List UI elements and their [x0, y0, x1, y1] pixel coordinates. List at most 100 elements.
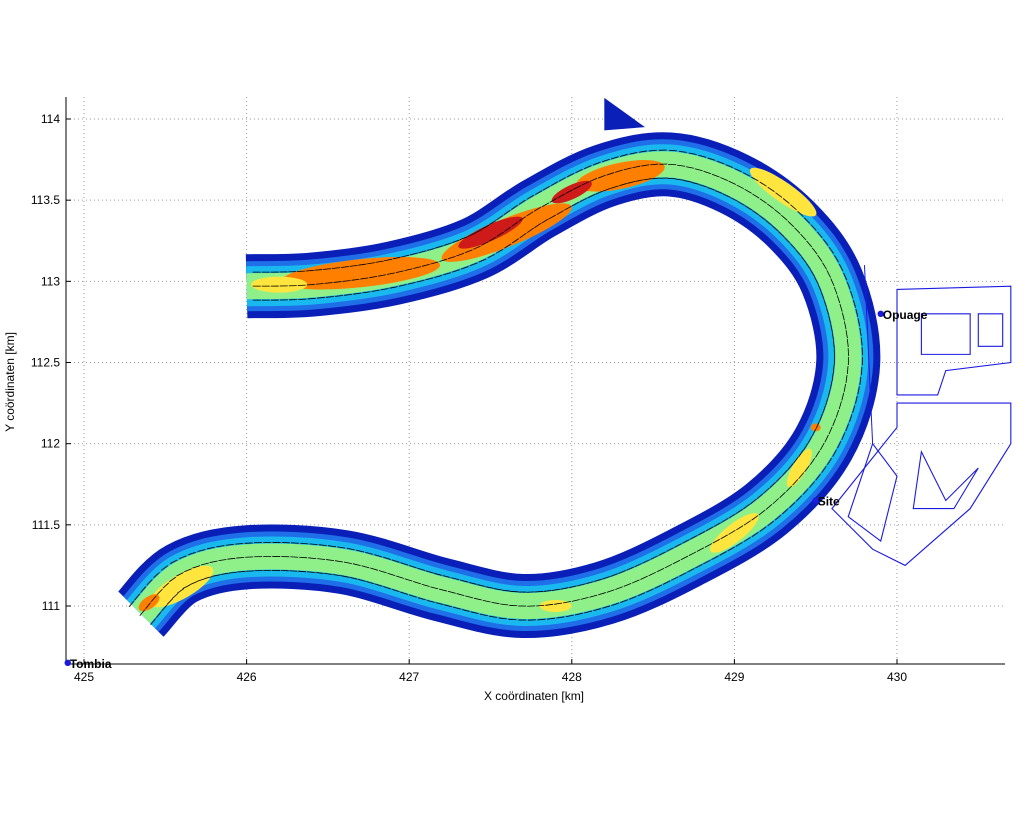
site-outline-shape	[920, 313, 971, 355]
velocity-arrow	[610, 156, 619, 160]
velocity-arrow	[352, 563, 361, 566]
velocity-arrow	[822, 238, 829, 246]
velocity-arrow	[641, 164, 650, 167]
velocity-arrow	[324, 573, 333, 575]
velocity-arrow	[774, 514, 782, 521]
velocity-arrow	[306, 284, 315, 286]
velocity-arrow	[335, 295, 344, 297]
velocity-arrow	[477, 584, 486, 587]
velocity-arrow	[707, 157, 716, 161]
velocity-arrow	[178, 555, 187, 560]
velocity-arrow	[351, 278, 360, 281]
velocity-arrow	[781, 469, 788, 477]
velocity-arrow	[587, 194, 596, 199]
velocity-arrow	[756, 493, 764, 500]
velocity-arrow	[620, 153, 628, 157]
velocity-arrow	[720, 177, 728, 181]
velocity-arrow	[601, 158, 610, 163]
velocity-arrow	[704, 543, 713, 548]
velocity-arrow	[632, 165, 641, 169]
velocity-arrow	[510, 204, 518, 210]
velocity-arrow	[677, 164, 686, 167]
velocity-arrow	[371, 289, 380, 292]
x-tick-label: 425	[74, 670, 94, 684]
velocity-arrow	[698, 154, 707, 158]
velocity-arrow	[627, 180, 636, 184]
velocity-arrow	[461, 609, 470, 612]
velocity-arrow	[237, 571, 246, 573]
velocity-arrow	[227, 557, 236, 560]
velocity-arrow	[200, 562, 209, 566]
x-tick-label: 428	[562, 670, 582, 684]
velocity-arrow	[584, 610, 593, 614]
velocity-arrow	[857, 386, 860, 395]
velocity-arrow	[496, 231, 504, 237]
velocity-arrow	[425, 570, 434, 574]
velocity-arrow	[169, 559, 178, 564]
velocity-arrow	[809, 457, 816, 466]
velocity-arrow	[589, 177, 598, 182]
velocity-arrow	[675, 178, 684, 181]
velocity-arrow	[618, 570, 626, 574]
velocity-arrow	[335, 560, 344, 563]
velocity-arrow	[835, 409, 840, 418]
velocity-arrow	[654, 584, 663, 589]
velocity-arrow	[395, 575, 404, 579]
velocity-arrow	[500, 603, 509, 606]
velocity-arrow	[430, 261, 439, 265]
velocity-arrow	[128, 600, 135, 608]
velocity-arrow	[353, 292, 362, 295]
velocity-arrow	[635, 179, 644, 182]
velocity-arrow	[417, 597, 426, 601]
velocity-arrow	[803, 443, 809, 451]
velocity-arrow	[722, 193, 731, 198]
velocity-arrow	[638, 150, 647, 153]
velocity-arrow	[369, 276, 378, 279]
velocity-arrow	[828, 426, 833, 435]
velocity-arrow	[171, 592, 179, 599]
velocity-arrow	[417, 567, 426, 571]
axes: 425 426 427 428 429 430 111 111.5 112 112.5 113 113…	[31, 97, 1005, 684]
velocity-arrow	[300, 542, 309, 545]
velocity-arrow	[225, 543, 234, 546]
velocity-arrow	[734, 168, 742, 173]
jetty-line	[863, 265, 874, 444]
velocity-arrow	[828, 316, 832, 324]
velocity-arrow	[670, 576, 679, 581]
velocity-arrow	[841, 312, 845, 321]
velocity-arrow	[478, 258, 487, 263]
velocity-arrow	[775, 475, 782, 483]
velocity-arrow	[833, 340, 835, 349]
velocity-arrow	[685, 166, 694, 169]
velocity-arrow	[629, 151, 638, 155]
place-marker	[64, 659, 71, 667]
velocity-arrow	[467, 232, 476, 237]
velocity-arrow	[815, 473, 821, 481]
velocity-arrow	[687, 568, 695, 573]
velocity-arrow	[366, 581, 375, 585]
velocity-arrow	[735, 508, 743, 514]
velocity-arrow	[468, 581, 477, 585]
velocity-arrow	[418, 250, 427, 254]
velocity-arrow	[228, 571, 237, 574]
velocity-arrow	[575, 168, 583, 174]
velocity-arrow	[815, 450, 821, 458]
velocity-arrow	[794, 227, 801, 234]
velocity-arrow	[857, 318, 861, 327]
velocity-arrow	[434, 274, 443, 278]
velocity-arrow	[384, 258, 393, 262]
velocity-arrow	[323, 268, 332, 270]
velocity-arrow	[648, 149, 657, 152]
velocity-arrow	[759, 198, 767, 204]
velocity-arrow	[839, 303, 843, 312]
velocity-arrow	[743, 537, 751, 543]
velocity-arrow	[771, 225, 779, 232]
velocity-arrow	[833, 286, 838, 295]
velocity-arrow	[837, 440, 842, 449]
velocity-arrow	[370, 567, 379, 571]
speed-zone	[458, 216, 523, 249]
velocity-arrow	[847, 366, 849, 375]
velocity-arrow	[846, 281, 851, 290]
velocity-arrow	[192, 565, 201, 569]
velocity-arrow	[564, 205, 572, 211]
